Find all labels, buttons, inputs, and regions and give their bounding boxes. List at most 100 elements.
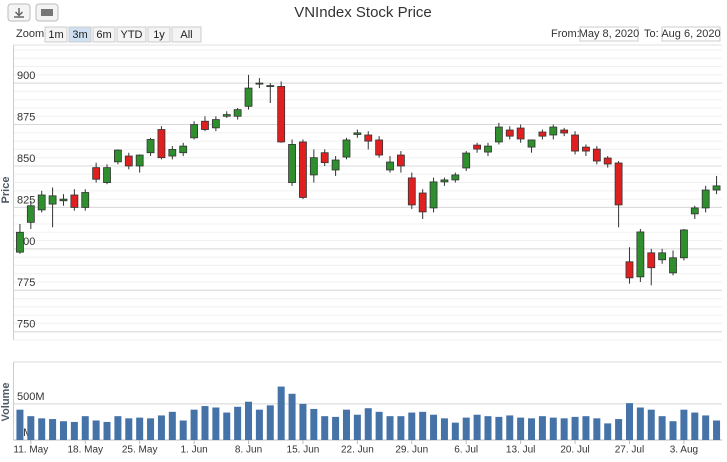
candle-body (494, 126, 503, 143)
from-label: From: (551, 28, 580, 40)
x-tick-label: 11. May (13, 445, 48, 456)
volume-bar (288, 393, 296, 440)
from-input[interactable] (579, 26, 639, 42)
volume-bar (473, 414, 481, 440)
candle-body (70, 194, 79, 208)
zoom-label: Zoom (16, 28, 44, 40)
x-tick-label: 8. Jun (235, 445, 262, 456)
volume-bar (157, 415, 165, 440)
volume-bar (528, 418, 536, 440)
volume-bar (484, 416, 492, 440)
volume-bar (103, 421, 111, 440)
to-input[interactable] (661, 26, 721, 42)
volume-bar (375, 411, 383, 440)
zoom-button[interactable] (116, 26, 147, 43)
x-tick-label: 18. May (67, 445, 103, 456)
candle-body (614, 162, 623, 206)
candle-body (712, 185, 721, 191)
volume-bar (506, 415, 514, 440)
x-tick-label: 13. Jul (506, 445, 535, 456)
candle-body (320, 152, 329, 164)
candle-body (146, 139, 155, 154)
y-tick-label: 750 (17, 319, 35, 331)
candle-body (582, 146, 590, 152)
candle-body (331, 159, 340, 171)
candle-body (680, 229, 688, 259)
volume-axis-title: Volume (0, 383, 12, 422)
volume-bar (277, 386, 285, 440)
volume-bar (136, 417, 144, 440)
x-tick-label: 1. Jun (180, 445, 207, 456)
volume-bar (179, 420, 187, 440)
candle-body (592, 148, 601, 162)
candle-body (309, 157, 318, 176)
volume-bar (125, 418, 133, 440)
candle-body (211, 119, 220, 129)
candle-body (353, 132, 362, 135)
volume-bar (147, 418, 155, 440)
volume-bar (70, 421, 78, 440)
to-label: To: (644, 28, 659, 40)
candle-body (505, 129, 514, 137)
candle-body (407, 177, 416, 206)
zoom-button[interactable] (68, 26, 92, 43)
y-tick-label: 775 (17, 277, 35, 289)
zoom-button[interactable] (171, 26, 202, 43)
candle-body (233, 109, 242, 117)
volume-bar (615, 419, 623, 440)
candle-body (527, 139, 536, 148)
y-tick-label: 875 (17, 111, 35, 123)
volume-bar (364, 408, 372, 440)
volume-bar (299, 403, 307, 440)
candle-body (375, 139, 384, 156)
candle-body (103, 167, 111, 183)
candle-body (571, 134, 579, 152)
volume-bar (255, 409, 263, 440)
x-tick-label: 15. Jun (287, 445, 320, 456)
volume-bar (190, 409, 198, 440)
zoom-button[interactable] (44, 26, 68, 43)
candle-body (179, 145, 188, 154)
volume-bar (386, 416, 394, 440)
candle-body (222, 114, 231, 117)
volume-bar (680, 409, 688, 440)
zoom-button[interactable] (147, 26, 171, 43)
zoom-button[interactable] (92, 26, 116, 43)
volume-bar (658, 416, 666, 440)
volume-bar (593, 418, 601, 440)
candle-body (342, 139, 351, 158)
zoom-button-label: 1y (153, 29, 165, 41)
candle-body (516, 127, 525, 140)
candle-body (636, 231, 645, 278)
to-date: Aug 6, 2020 (661, 28, 720, 40)
candle-body (462, 152, 471, 169)
volume-bar (408, 412, 416, 440)
candle-body (690, 207, 699, 215)
candle-body (26, 205, 35, 223)
volume-bar (647, 409, 655, 440)
volume-bar (713, 420, 721, 440)
candle-body (560, 129, 569, 134)
x-tick-label: 27. Jul (615, 445, 644, 456)
candle-body (37, 194, 46, 211)
volume-bar (549, 417, 557, 440)
candle-body (81, 192, 90, 208)
price-axis-title: Price (0, 177, 12, 204)
y-tick-label: 850 (17, 153, 35, 165)
volume-bar (517, 417, 525, 440)
candle-body (124, 155, 133, 167)
candle-body (201, 120, 209, 130)
volume-bar (582, 416, 590, 440)
candle-body (364, 134, 373, 142)
volume-bar (604, 423, 612, 440)
candle-body (484, 145, 492, 153)
candle-body (92, 167, 101, 180)
volume-bar (419, 411, 427, 440)
candle-body (440, 179, 449, 183)
volume-bar (691, 412, 699, 440)
from-date: May 8, 2020 (579, 28, 640, 40)
x-tick-label: 6. Jul (454, 445, 478, 456)
candle-body (386, 161, 394, 171)
volume-bar (266, 405, 274, 440)
y-tick-label: 825 (17, 194, 35, 206)
